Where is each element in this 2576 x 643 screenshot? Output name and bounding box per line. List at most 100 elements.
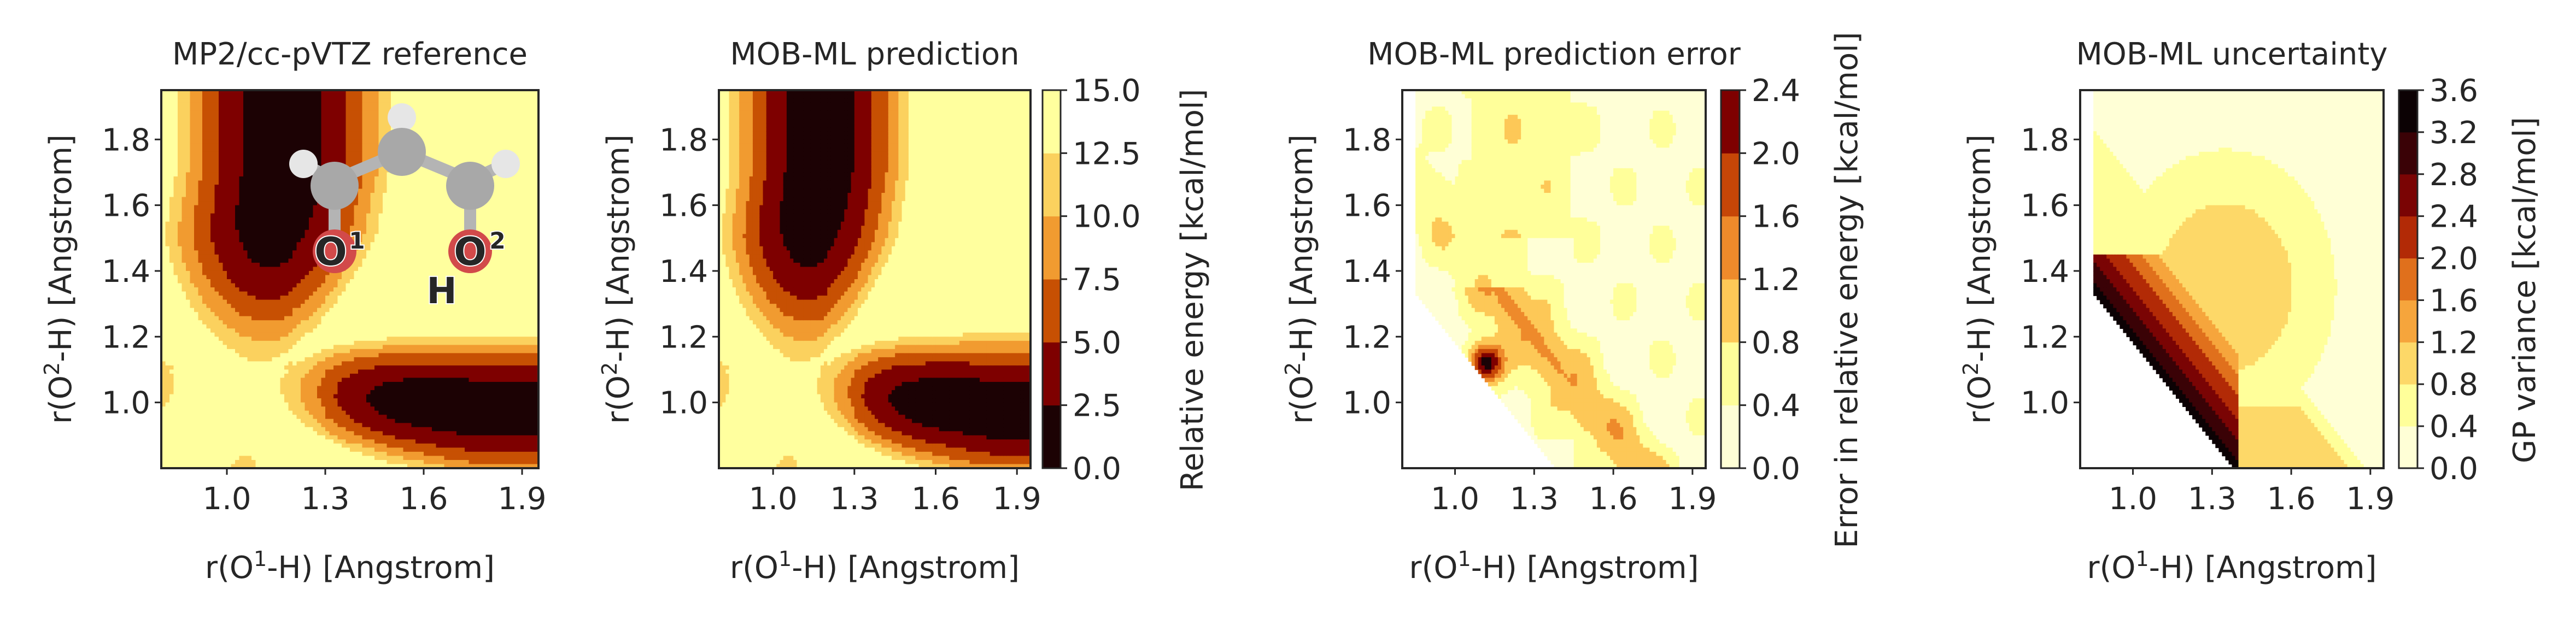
panel-title: MOB-ML uncertainty bbox=[2076, 37, 2387, 72]
y-tick-label: 1.6 bbox=[659, 188, 708, 224]
y-axis-label: r(O2-H) [Angstrom] bbox=[40, 134, 79, 424]
contour-field bbox=[719, 90, 1031, 469]
y-axis-label-part: -H) [Angstrom] bbox=[601, 134, 636, 362]
colorbar-tick-label: 1.6 bbox=[2429, 283, 2478, 318]
x-axis-label: r(O1-H) [Angstrom] bbox=[2087, 547, 2377, 586]
y-axis-label-superscript: 2 bbox=[40, 362, 64, 375]
y-axis-label-part: r(O bbox=[43, 375, 79, 424]
contour-field bbox=[1415, 90, 1706, 469]
x-tick-label: 1.6 bbox=[1589, 481, 1638, 517]
y-tick-label: 1.4 bbox=[102, 254, 150, 290]
y-tick-label: 1.0 bbox=[659, 386, 708, 421]
colorbar-swatch bbox=[1721, 405, 1740, 469]
colorbar-tick-label: 2.4 bbox=[1752, 73, 1800, 109]
y-tick-label: 1.6 bbox=[2021, 188, 2069, 224]
atom-label-o2-index: 2 bbox=[489, 227, 505, 254]
x-axis-label-superscript: 1 bbox=[254, 547, 267, 571]
y-axis-label-part: r(O bbox=[1962, 375, 1998, 424]
x-tick-label: 1.6 bbox=[399, 481, 448, 517]
colorbar-swatch bbox=[2399, 258, 2417, 300]
colorbar-swatch bbox=[2399, 90, 2417, 132]
colorbar-tick-label: 1.2 bbox=[2429, 325, 2478, 361]
x-axis-label-superscript: 1 bbox=[2136, 547, 2149, 571]
colorbar-tick-label: 3.2 bbox=[2429, 115, 2478, 151]
y-tick-label: 1.8 bbox=[1343, 122, 1391, 158]
panel-title: MOB-ML prediction bbox=[730, 37, 1019, 72]
colorbar-swatch bbox=[1721, 342, 1740, 405]
colorbar-tick-label: 0.8 bbox=[2429, 367, 2478, 403]
y-axis-label-superscript: 2 bbox=[1959, 362, 1983, 375]
carbon-atom bbox=[311, 162, 359, 210]
y-tick-label: 1.8 bbox=[2021, 122, 2069, 158]
colorbar-tick-label: 0.4 bbox=[2429, 409, 2478, 445]
colorbar-tick-label: 2.4 bbox=[2429, 199, 2478, 235]
x-tick-label: 1.9 bbox=[2346, 481, 2394, 517]
colorbar-tick-label: 15.0 bbox=[1073, 73, 1141, 109]
panel-title: MP2/cc-pVTZ reference bbox=[172, 37, 528, 72]
colorbar-tick-label: 0.0 bbox=[2429, 451, 2478, 487]
contour-field bbox=[161, 90, 539, 469]
colorbar-tick-label: 1.2 bbox=[1752, 262, 1800, 298]
y-tick-label: 1.6 bbox=[102, 188, 150, 224]
hydrogen-atom bbox=[388, 103, 416, 132]
x-axis-label-part: -H) [Angstrom] bbox=[267, 550, 495, 586]
hydrogen-atom bbox=[491, 150, 520, 178]
x-tick-label: 1.6 bbox=[2267, 481, 2316, 517]
colorbar-tick-label: 2.5 bbox=[1073, 388, 1121, 424]
colorbar-tick-label: 2.0 bbox=[1752, 136, 1800, 172]
colorbar: 0.00.40.81.21.62.02.4 Error in relative e… bbox=[1721, 32, 1865, 548]
colorbar-swatch bbox=[1721, 90, 1740, 154]
x-axis-label-part: r(O bbox=[730, 550, 778, 586]
x-axis-label: r(O1-H) [Angstrom] bbox=[1409, 547, 1699, 586]
colorbar-label: Error in relative energy [kcal/mol] bbox=[1829, 32, 1865, 548]
y-axis-label: r(O2-H) [Angstrom] bbox=[1281, 134, 1320, 424]
y-tick-label: 1.4 bbox=[2021, 254, 2069, 290]
y-tick-label: 1.0 bbox=[1343, 386, 1391, 421]
contour-field bbox=[2093, 90, 2384, 469]
colorbar-tick-label: 0.8 bbox=[1752, 325, 1800, 361]
y-tick-label: 1.0 bbox=[102, 386, 150, 421]
y-axis-label-part: r(O bbox=[601, 375, 636, 424]
colorbar-label: Relative energy [kcal/mol] bbox=[1175, 89, 1210, 492]
atom-label-o1: O bbox=[314, 229, 347, 274]
colorbar-tick-label: 2.0 bbox=[2429, 241, 2478, 277]
x-tick-label: 1.3 bbox=[301, 481, 349, 517]
y-axis-label: r(O2-H) [Angstrom] bbox=[598, 134, 636, 424]
y-tick-label: 1.0 bbox=[2021, 386, 2069, 421]
colorbar-swatch bbox=[1043, 405, 1061, 469]
x-axis-label-part: r(O bbox=[2087, 550, 2136, 586]
colorbar-tick-label: 12.5 bbox=[1073, 136, 1141, 172]
colorbar-swatch bbox=[2399, 426, 2417, 468]
colorbar-swatch bbox=[2399, 384, 2417, 426]
x-tick-label: 1.0 bbox=[749, 481, 798, 517]
y-axis-label-part: r(O bbox=[1284, 375, 1320, 424]
colorbar-swatch bbox=[1043, 279, 1061, 343]
colorbar-tick-label: 0.0 bbox=[1752, 451, 1800, 487]
x-tick-label: 1.3 bbox=[2188, 481, 2237, 517]
y-tick-label: 1.2 bbox=[2021, 320, 2069, 355]
atom-label-h: H bbox=[426, 270, 456, 312]
y-tick-label: 1.2 bbox=[659, 320, 708, 355]
y-tick-label: 1.2 bbox=[1343, 320, 1391, 355]
x-axis-label-part: -H) [Angstrom] bbox=[792, 550, 1020, 586]
carbon-atom bbox=[446, 162, 494, 210]
y-tick-label: 1.4 bbox=[1343, 254, 1391, 290]
y-tick-label: 1.2 bbox=[102, 320, 150, 355]
x-axis-label-part: r(O bbox=[1409, 550, 1458, 586]
colorbar-swatch bbox=[1043, 90, 1061, 154]
panel-title: MOB-ML prediction error bbox=[1367, 37, 1741, 72]
colorbar-tick-label: 0.4 bbox=[1752, 388, 1800, 424]
y-axis-label-part: -H) [Angstrom] bbox=[1284, 134, 1320, 362]
x-tick-label: 1.9 bbox=[1668, 481, 1717, 517]
y-axis-label-superscript: 2 bbox=[598, 362, 622, 375]
colorbar-swatch bbox=[2399, 174, 2417, 216]
x-tick-label: 1.9 bbox=[993, 481, 1041, 517]
colorbar-swatch bbox=[1043, 216, 1061, 280]
atom-label-o1-index: 1 bbox=[349, 227, 365, 254]
colorbar-swatch bbox=[1721, 216, 1740, 280]
colorbar-tick-label: 2.8 bbox=[2429, 157, 2478, 193]
x-tick-label: 1.0 bbox=[1431, 481, 1479, 517]
y-axis-label-part: -H) [Angstrom] bbox=[43, 134, 79, 362]
